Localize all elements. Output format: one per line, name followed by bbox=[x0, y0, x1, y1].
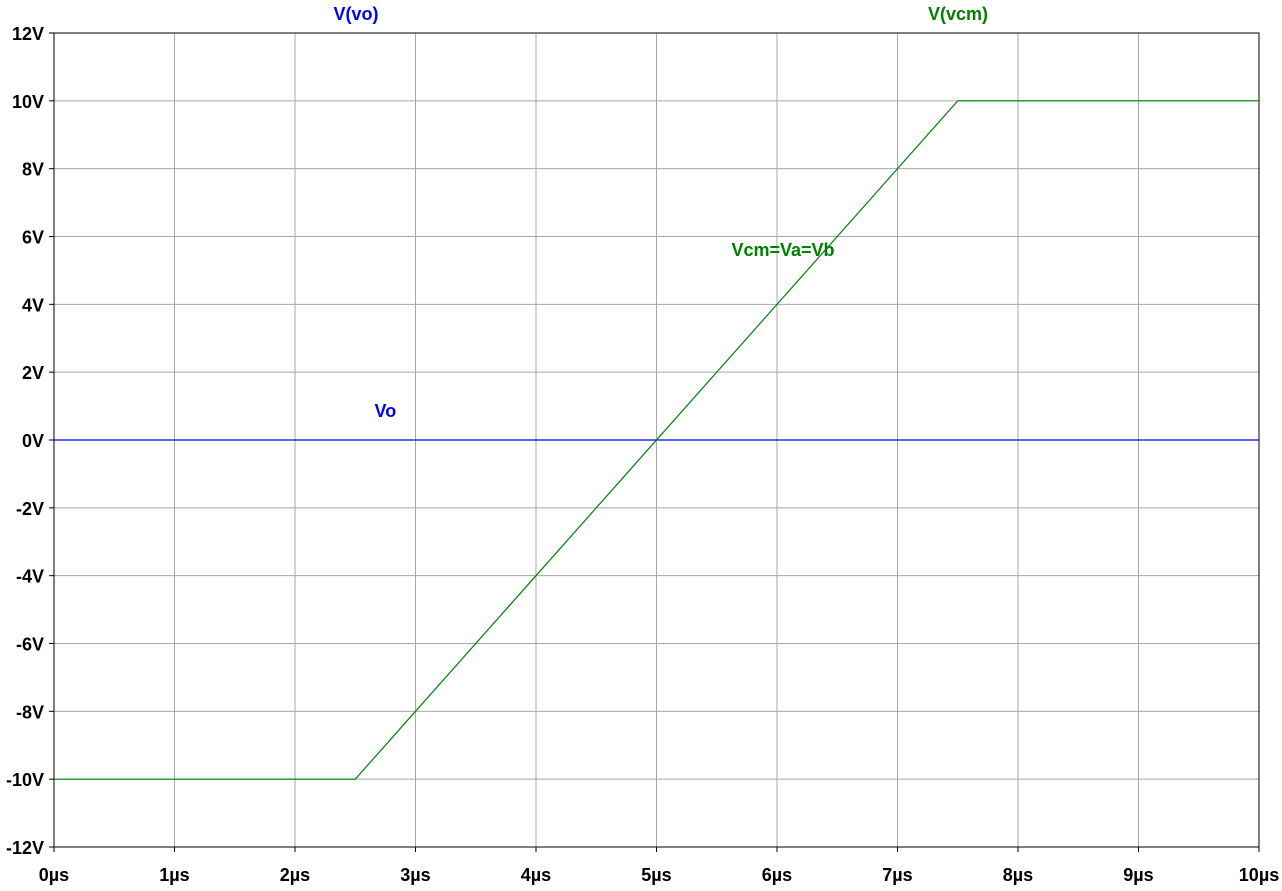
x-tick-label: 0µs bbox=[39, 865, 69, 885]
x-tick-label: 7µs bbox=[882, 865, 912, 885]
series-line-V(vcm) bbox=[54, 100, 1259, 780]
y-tick-label: 2V bbox=[22, 363, 44, 383]
x-tick-label: 10µs bbox=[1239, 865, 1279, 885]
x-tick-label: 5µs bbox=[641, 865, 671, 885]
annotation-label: Vcm=Va=Vb bbox=[731, 240, 834, 260]
y-tick-label: -2V bbox=[16, 499, 44, 519]
y-tick-label: 6V bbox=[22, 228, 44, 248]
x-tick-label: 8µs bbox=[1003, 865, 1033, 885]
legend-entry: V(vo) bbox=[334, 4, 379, 24]
x-tick-label: 2µs bbox=[280, 865, 310, 885]
y-tick-label: -4V bbox=[16, 567, 44, 587]
y-tick-label: 8V bbox=[22, 160, 44, 180]
y-tick-label: -12V bbox=[6, 838, 44, 858]
x-axis-ticks: 0µs 1µs 2µs 3µs 4µs 5µs 6µs 7µs 8µs 9µs 10µs bbox=[39, 847, 1279, 885]
y-tick-label: -10V bbox=[6, 770, 44, 790]
x-tick-label: 1µs bbox=[159, 865, 189, 885]
annotation-label: Vo bbox=[375, 401, 397, 421]
x-tick-label: 4µs bbox=[521, 865, 551, 885]
x-tick-label: 9µs bbox=[1123, 865, 1153, 885]
y-axis-ticks: 12V 10V 8V 6V 4V 2V 0V -2V -4V -6V -8V -10V -12V bbox=[6, 24, 54, 858]
x-tick-label: 6µs bbox=[762, 865, 792, 885]
y-tick-label: 0V bbox=[22, 431, 44, 451]
y-tick-label: 12V bbox=[12, 24, 44, 44]
x-tick-label: 3µs bbox=[400, 865, 430, 885]
traces bbox=[54, 100, 1259, 780]
y-tick-label: 4V bbox=[22, 295, 44, 315]
y-tick-label: -6V bbox=[16, 635, 44, 655]
annotations: Vo Vcm=Va=Vb bbox=[375, 240, 835, 421]
y-tick-label: -8V bbox=[16, 702, 44, 722]
legend: V(vo) V(vcm) bbox=[334, 4, 989, 24]
y-tick-label: 10V bbox=[12, 92, 44, 112]
legend-entry: V(vcm) bbox=[928, 4, 988, 24]
